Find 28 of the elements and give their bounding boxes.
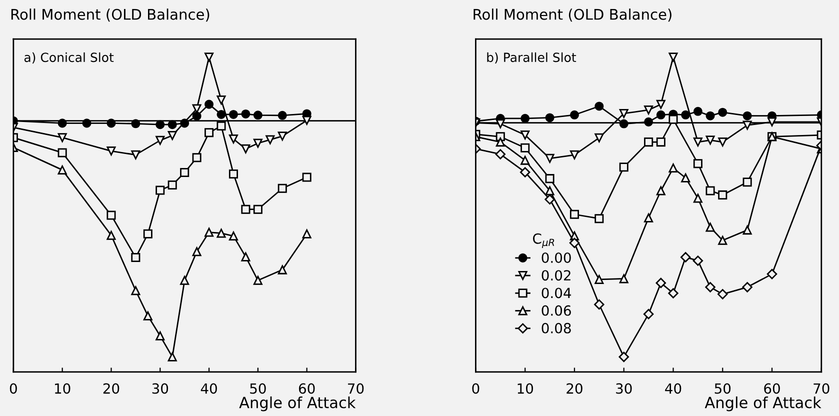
x-tick-label: 40 xyxy=(200,383,217,394)
x-tick-label: 50 xyxy=(714,383,731,394)
legend-label: 0.00 xyxy=(542,252,571,263)
legend-label: 0.04 xyxy=(542,288,572,298)
chart-title: Roll Moment (OLD Balance) xyxy=(11,8,210,22)
x-tick-label: 70 xyxy=(814,383,830,394)
chart-title: Roll Moment (OLD Balance) xyxy=(474,8,672,22)
x-axis-title: Angle of Attack xyxy=(704,396,822,412)
x-tick-label: 20 xyxy=(566,383,582,394)
x-tick-label: 30 xyxy=(152,383,168,394)
x-tick-label: 30 xyxy=(616,383,632,394)
annotation: a) Conical Slot xyxy=(24,52,114,64)
x-tick-label: 60 xyxy=(764,383,780,394)
legend-label: 0.02 xyxy=(542,270,570,281)
x-tick-label: 50 xyxy=(250,383,266,394)
x-tick-label: 10 xyxy=(55,383,70,394)
x-tick-label: 0 xyxy=(10,383,17,394)
x-tick-label: 60 xyxy=(298,383,315,394)
x-axis-title: Angle of Attack xyxy=(239,396,356,412)
legend-label: 0.06 xyxy=(542,305,571,316)
x-tick-label: 20 xyxy=(103,383,120,394)
x-tick-label: 40 xyxy=(665,383,682,394)
annotation: b) Parallel Slot xyxy=(487,52,576,64)
x-tick-label: 70 xyxy=(348,383,364,394)
legend-label: 0.08 xyxy=(542,322,571,334)
x-tick-label: 10 xyxy=(518,383,534,394)
x-tick-label: 0 xyxy=(472,383,480,394)
legend-title: C$_{μR}$ xyxy=(533,233,554,248)
